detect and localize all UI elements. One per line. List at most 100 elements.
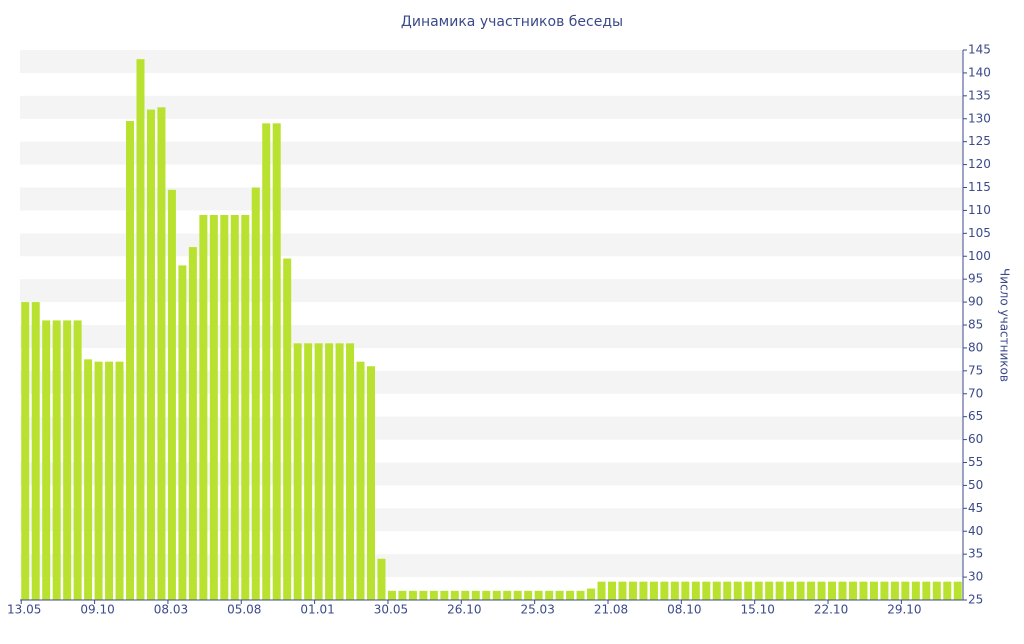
bar [723,581,732,600]
bar [346,343,355,600]
bar [513,590,522,600]
bar [733,581,742,600]
bar [566,590,575,600]
bar [545,590,554,600]
bar [63,320,72,600]
y-tick-label: 70 [968,386,983,400]
bar [807,581,816,600]
bar [555,590,564,600]
bar [765,581,774,600]
bar [84,359,93,600]
bar [272,123,281,600]
bar [953,581,962,600]
bar [398,590,407,600]
y-tick-label: 130 [968,111,991,125]
bar [880,581,889,600]
bar [534,590,543,600]
y-tick-label: 140 [968,65,991,79]
y-tick-label: 110 [968,203,991,217]
y-tick-label: 80 [968,340,983,354]
x-tick-label: 08.10 [667,603,701,617]
x-tick-label: 05.08 [227,603,261,617]
bar [440,590,449,600]
y-tick-label: 65 [968,409,983,423]
bar [21,302,30,600]
y-tick-label: 90 [968,295,983,309]
y-tick-label: 50 [968,478,983,492]
bar [754,581,763,600]
bar [702,581,711,600]
bar [775,581,784,600]
bar [911,581,920,600]
bar [52,320,61,600]
bar [220,215,229,600]
bar [932,581,941,600]
bar [146,109,155,600]
bar [188,247,197,601]
bar [283,258,292,600]
bar [628,581,637,600]
y-tick-label: 40 [968,524,983,538]
y-axis-label: Число участников [998,268,1012,382]
bar [796,581,805,600]
y-tick-label: 85 [968,318,983,332]
bar [576,590,585,600]
bar [356,361,365,600]
bar [199,215,208,600]
bar [597,581,606,600]
y-tick-label: 125 [968,134,991,148]
y-tick-label: 135 [968,88,991,102]
bar [901,581,910,600]
bar [607,581,616,600]
y-tick-label: 45 [968,501,983,515]
bar [639,581,648,600]
bar [136,59,145,600]
y-tick-label: 55 [968,455,983,469]
x-tick-label: 13.05 [7,603,41,617]
bar [828,581,837,600]
y-tick-label: 35 [968,547,983,561]
grid-band [20,50,963,73]
x-tick-label: 09.10 [80,603,114,617]
bar [482,590,491,600]
bar [314,343,323,600]
bar [461,590,470,600]
bar [681,581,690,600]
x-tick-label: 26.10 [447,603,481,617]
bar [419,590,428,600]
bar [387,590,396,600]
bar [367,366,376,600]
bar [325,343,334,600]
x-tick-label: 21.08 [594,603,628,617]
bar [838,581,847,600]
y-tick-label: 60 [968,432,983,446]
bar [649,581,658,600]
bar [304,343,313,600]
bar [241,215,250,600]
y-tick-label: 145 [968,43,991,57]
grid-band [20,141,963,165]
bar [293,343,302,600]
bar [94,361,103,600]
bar [178,265,187,600]
bar [660,581,669,600]
bar [744,581,753,600]
x-tick-label: 22.10 [814,603,848,617]
x-tick-label: 29.10 [887,603,921,617]
bar [869,581,878,600]
bar [157,107,166,601]
x-tick-label: 01.01 [300,603,334,617]
x-tick-label: 30.05 [374,603,408,617]
y-tick-label: 95 [968,272,983,286]
bar [943,581,952,600]
bar [429,590,438,600]
bar [262,123,271,600]
grid-band [20,95,963,119]
bar [251,187,260,600]
bar [922,581,931,600]
x-tick-label: 08.03 [154,603,188,617]
bar [450,590,459,600]
bar [335,343,344,600]
